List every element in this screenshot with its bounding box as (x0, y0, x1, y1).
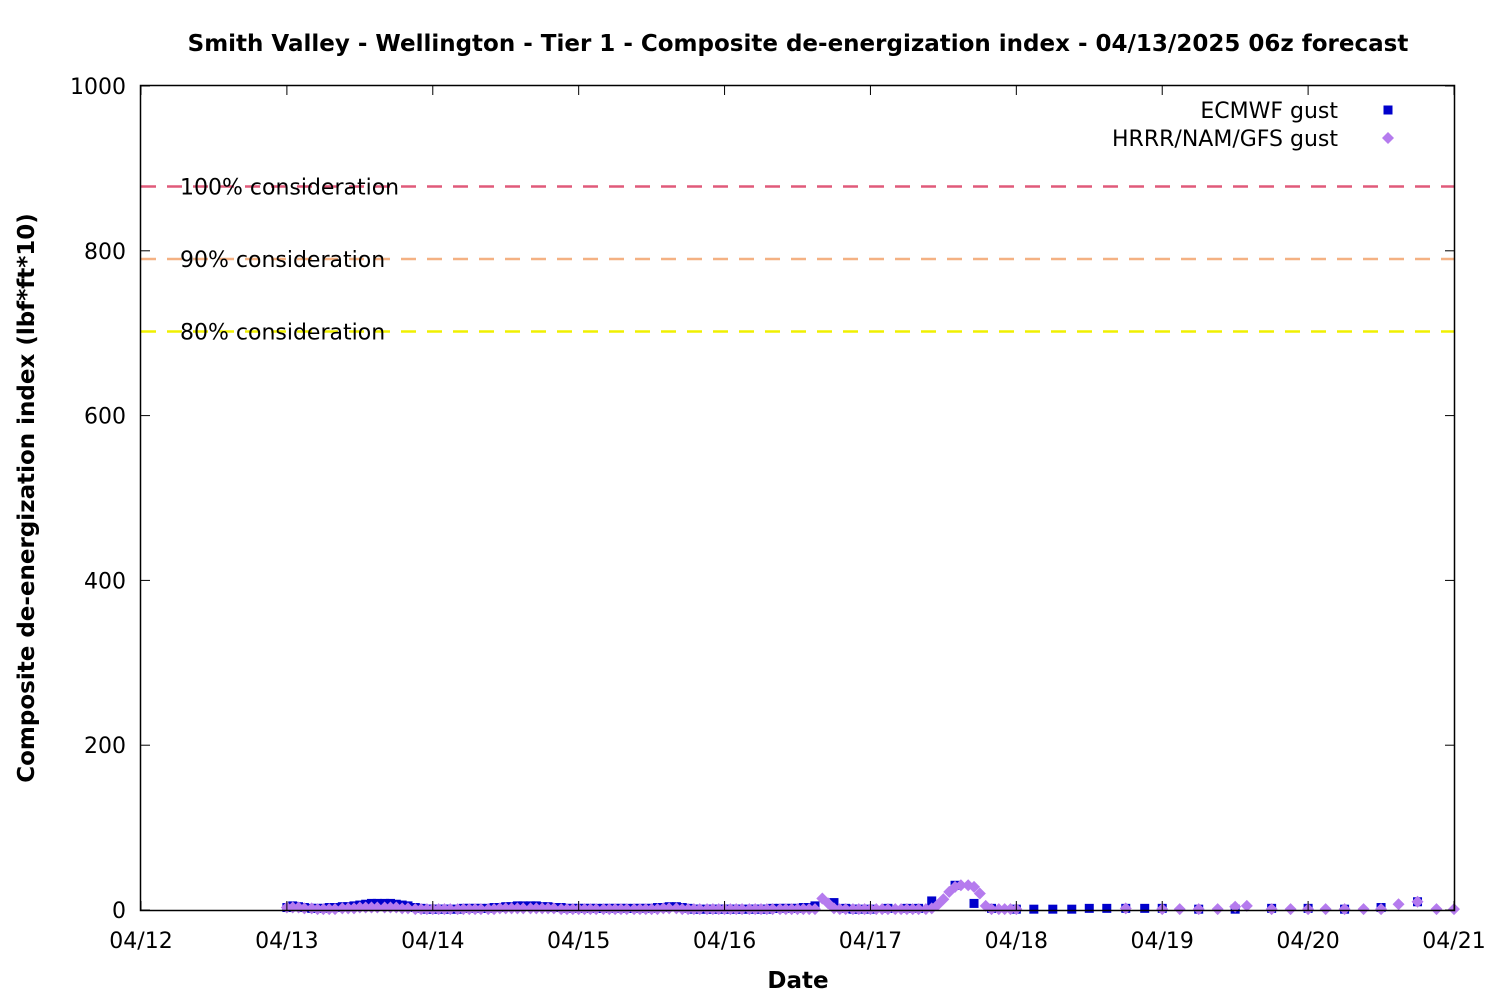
x-axis: 04/12 04/13 04/14 04/15 04/16 04/17 04/18 04/19… (109, 86, 1486, 954)
y-tick-label: 600 (84, 405, 126, 430)
data-point (620, 903, 633, 916)
x-tick-label: 04/12 (109, 929, 172, 954)
data-point (809, 903, 822, 916)
data-point (1392, 898, 1405, 911)
data-point (474, 903, 487, 916)
plot-frame (139, 84, 1456, 912)
data-point (973, 887, 986, 900)
reference-lines: 100% consideration 90% consideration 80% c… (141, 176, 1454, 346)
data-point (1211, 903, 1224, 916)
y-tick-label: 0 (112, 899, 126, 924)
legend-label: HRRR/NAM/GFS gust (1112, 127, 1338, 152)
data-point (1084, 903, 1094, 913)
x-tick-label: 04/15 (547, 929, 610, 954)
data-point (590, 903, 603, 916)
x-tick-label: 04/16 (693, 929, 756, 954)
x-axis-label: Date (767, 968, 828, 994)
chart-title: Smith Valley - Wellington - Tier 1 - Com… (188, 31, 1409, 57)
y-axis: 0 200 400 600 800 1000 (70, 75, 1454, 924)
y-tick-label: 400 (84, 569, 126, 594)
data-point (1119, 902, 1132, 915)
data-point (839, 903, 852, 916)
data-point (969, 898, 979, 908)
data-point (663, 902, 676, 915)
data-point (547, 902, 560, 915)
reference-line-label: 100% consideration (180, 176, 399, 201)
data-point (329, 903, 342, 916)
y-tick-label: 1000 (70, 75, 126, 100)
x-tick-label: 04/17 (839, 929, 902, 954)
data-point (1284, 903, 1297, 916)
data-point (927, 896, 937, 906)
data-point (401, 902, 414, 915)
legend: ECMWF gust HRRR/NAM/GFS gust (1112, 99, 1394, 152)
y-tick-label: 800 (84, 240, 126, 265)
data-point (298, 902, 311, 915)
data-point (985, 903, 998, 916)
y-tick-label: 200 (84, 734, 126, 759)
data-point (1375, 903, 1388, 916)
data-point (444, 903, 457, 916)
data-point (1192, 903, 1205, 916)
legend-label: ECMWF gust (1200, 99, 1338, 124)
x-tick-label: 04/14 (401, 929, 464, 954)
data-point (766, 903, 779, 916)
reference-line-label: 90% consideration (180, 248, 385, 273)
data-point (1319, 903, 1332, 916)
reference-line-label: 80% consideration (180, 321, 385, 346)
data-point (881, 903, 894, 916)
data-point (1173, 903, 1186, 916)
series-diamond (280, 879, 1460, 916)
data-point (1240, 899, 1253, 912)
data-point (912, 903, 925, 916)
data-points (280, 879, 1460, 916)
data-point (1357, 903, 1370, 916)
data-point (517, 902, 530, 915)
data-point (954, 879, 967, 892)
data-point (1430, 903, 1443, 916)
x-tick-label: 04/18 (985, 929, 1048, 954)
data-point (736, 903, 749, 916)
legend-marker (1383, 105, 1393, 115)
data-point (693, 903, 706, 916)
y-axis-label: Composite de-energization index (lbf*ft*… (14, 213, 40, 783)
x-tick-label: 04/20 (1276, 929, 1339, 954)
data-point (1102, 903, 1112, 913)
x-tick-label: 04/13 (255, 929, 318, 954)
data-point (1067, 904, 1077, 914)
data-point (1265, 903, 1278, 916)
data-point (1338, 903, 1351, 916)
x-tick-label: 04/21 (1422, 929, 1485, 954)
data-point (1029, 904, 1039, 914)
data-point (1140, 903, 1150, 913)
data-point (1229, 900, 1242, 913)
data-point (1048, 904, 1058, 914)
data-point (937, 893, 950, 906)
data-point (968, 880, 981, 893)
legend-marker (1382, 132, 1394, 144)
x-tick-label: 04/19 (1131, 929, 1194, 954)
data-point (1411, 895, 1424, 908)
